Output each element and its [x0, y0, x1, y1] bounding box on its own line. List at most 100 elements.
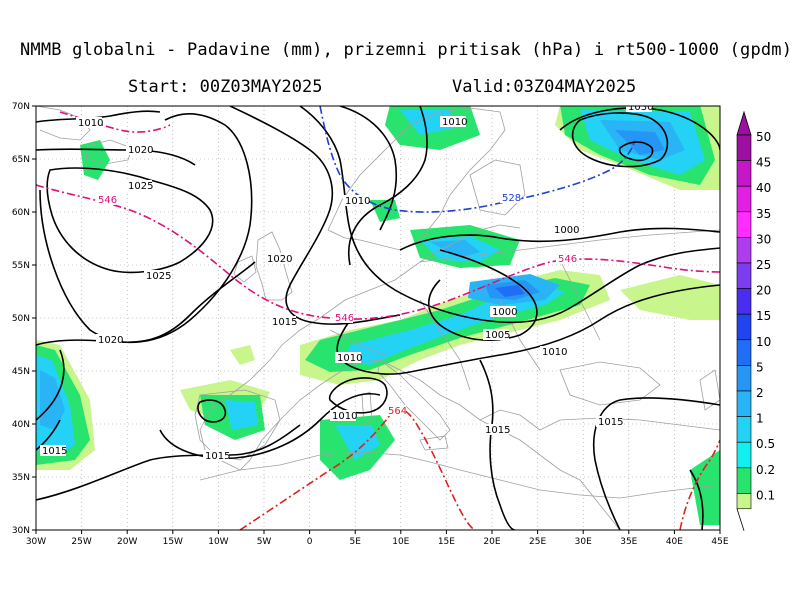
isobar-label: 1015: [596, 416, 623, 428]
isobar-label: 1000: [552, 224, 579, 236]
isobar-label: 1020: [126, 144, 153, 156]
legend-label: 10: [756, 335, 771, 349]
svg-text:1010: 1010: [442, 117, 467, 128]
thickness-label: 528: [500, 192, 521, 204]
isobar-label: 1015: [40, 445, 67, 457]
svg-text:1020: 1020: [128, 145, 153, 156]
lat-label: 50N: [12, 314, 30, 324]
thickness-label: 546: [96, 194, 117, 206]
svg-text:546: 546: [98, 195, 117, 206]
legend-label: 0.5: [756, 437, 775, 451]
lat-label: 55N: [12, 261, 30, 271]
lat-label: 70N: [12, 102, 30, 112]
svg-text:1005: 1005: [485, 330, 510, 341]
svg-text:1020: 1020: [267, 254, 292, 265]
legend-swatch: [736, 288, 752, 315]
svg-text:546: 546: [558, 254, 577, 265]
svg-text:1010: 1010: [542, 347, 567, 358]
thickness-label: 564: [386, 405, 407, 417]
legend-swatch: [736, 416, 752, 443]
isobars: [36, 106, 720, 530]
isobar-label: 1010: [540, 346, 567, 358]
isobar-label: 1020: [96, 334, 123, 346]
legend-label: 1: [756, 412, 764, 426]
legend-swatch: [736, 160, 752, 187]
lon-label: 35E: [620, 537, 637, 547]
isobar-label: 1010: [343, 195, 370, 207]
legend-label: 0.2: [756, 463, 775, 477]
isobar-label: 1010: [330, 410, 357, 422]
legend-label: 25: [756, 258, 771, 272]
isobar-label: 1020: [265, 253, 292, 265]
svg-text:1020: 1020: [98, 335, 123, 346]
lon-label: 5E: [349, 537, 361, 547]
lat-label: 45N: [12, 367, 30, 377]
isobar-label: 1005: [483, 329, 510, 341]
svg-text:1015: 1015: [205, 451, 230, 462]
isobar-labels: 1010 1020 1025 1025 1020 1020 1015 1010 …: [40, 102, 653, 462]
legend-label: 30: [756, 232, 771, 246]
lat-label: 40N: [12, 420, 30, 430]
svg-text:1015: 1015: [598, 417, 623, 428]
lon-label: 25E: [529, 537, 546, 547]
isobar-label: 1015: [270, 316, 297, 328]
start-time: Start: 00Z03MAY2025: [128, 77, 323, 97]
svg-text:1015: 1015: [272, 317, 297, 328]
legend-label: 2: [756, 386, 764, 400]
lon-label: 25W: [71, 537, 91, 547]
lon-label: 40E: [666, 537, 683, 547]
lat-label: 30N: [12, 526, 30, 536]
legend-label: 45: [756, 156, 771, 170]
longitude-axis: 30W 25W 20W 15W 10W 5W 0 5E 10E 15E 20E 25E 30E 35E 40…: [26, 530, 729, 547]
svg-text:564: 564: [388, 406, 407, 417]
legend-label: 15: [756, 309, 771, 323]
svg-text:1010: 1010: [337, 353, 362, 364]
lon-label: 30E: [575, 537, 592, 547]
svg-text:1025: 1025: [146, 271, 171, 282]
lon-label: 10E: [392, 537, 409, 547]
legend-swatch: [736, 134, 752, 161]
svg-text:1010: 1010: [332, 411, 357, 422]
isobar-label: 1010: [335, 352, 362, 364]
isobar-label: 1000: [490, 306, 517, 318]
legend-swatch: [736, 467, 752, 494]
lon-label: 0: [307, 537, 313, 547]
lon-label: 30W: [26, 537, 46, 547]
isobar-label: 1025: [126, 180, 153, 192]
legend-swatch: [736, 390, 752, 417]
svg-text:1030: 1030: [628, 102, 653, 113]
thickness-label: 546: [333, 312, 354, 324]
legend-label: 0.1: [756, 488, 775, 502]
legend-swatch: [736, 185, 752, 213]
thickness-label: 546: [556, 253, 577, 265]
isobar-label: 1025: [144, 270, 171, 282]
legend-swatch: [736, 441, 752, 469]
legend-top-arrow: [736, 110, 752, 136]
isobar-label: 1010: [440, 116, 467, 128]
lat-label: 65N: [12, 155, 30, 165]
legend-swatch: [736, 339, 752, 366]
svg-text:1015: 1015: [485, 425, 510, 436]
legend-swatch: [736, 211, 752, 238]
legend-bottom-tail: [736, 508, 745, 531]
svg-text:1015: 1015: [42, 446, 67, 457]
legend-label: 40: [756, 181, 771, 195]
svg-text:546: 546: [335, 313, 354, 324]
lon-label: 20W: [117, 537, 137, 547]
lon-label: 10W: [208, 537, 228, 547]
legend-label: 20: [756, 284, 771, 298]
legend-label: 5: [756, 360, 764, 374]
svg-text:1025: 1025: [128, 181, 153, 192]
valid-time: Valid:03Z04MAY2025: [452, 77, 637, 97]
latitude-axis: 70N 65N 60N 55N 50N 45N 40N 35N 30N: [12, 102, 36, 536]
svg-text:1000: 1000: [492, 307, 517, 318]
isobar-label: 1015: [203, 450, 230, 462]
map-title: NMMB globalni - Padavine (mm), prizemni …: [20, 40, 793, 60]
lat-label: 35N: [12, 473, 30, 483]
legend-swatch: [736, 365, 752, 392]
legend-swatch: [736, 262, 752, 289]
svg-text:1010: 1010: [78, 118, 103, 129]
thickness-labels: 546 546 528 546 564: [96, 192, 577, 417]
lon-label: 15W: [163, 537, 183, 547]
